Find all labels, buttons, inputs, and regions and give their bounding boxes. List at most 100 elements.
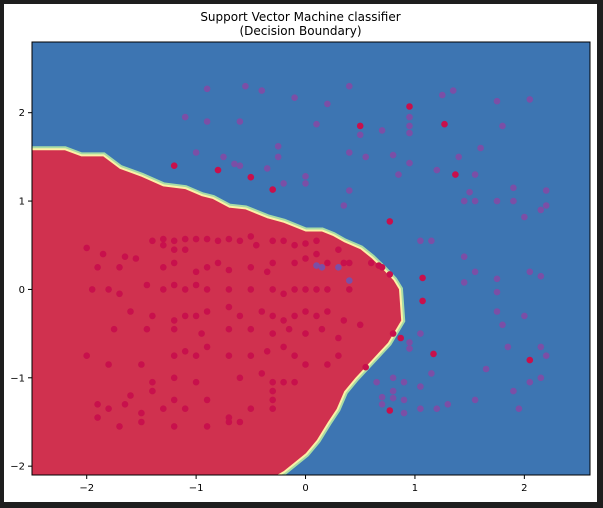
data-point-class-1 xyxy=(181,286,189,293)
data-point-class-1 xyxy=(181,348,189,355)
data-point-class-1 xyxy=(203,423,211,430)
data-point-class-1 xyxy=(247,325,255,333)
data-point-class-1 xyxy=(291,352,298,360)
data-point-class-1 xyxy=(116,264,123,271)
data-point-class-0 xyxy=(493,288,501,296)
data-point-class-0 xyxy=(389,394,397,402)
data-point-class-0 xyxy=(400,409,408,417)
data-point-class-0 xyxy=(313,120,320,128)
data-point-class-0 xyxy=(346,149,353,156)
data-point-class-0 xyxy=(428,237,435,245)
data-point-class-1 xyxy=(324,308,331,315)
chart-title-line-1: Support Vector Machine classifier xyxy=(200,10,401,24)
data-point-class-1 xyxy=(247,173,255,181)
data-point-class-1 xyxy=(121,401,129,408)
data-point-class-1 xyxy=(302,286,309,293)
y-tick-label: −1 xyxy=(10,373,25,384)
data-point-class-1 xyxy=(149,237,156,245)
data-point-class-1 xyxy=(367,259,375,267)
data-point-class-1 xyxy=(192,352,200,360)
data-point-class-1 xyxy=(335,352,342,360)
data-point-class-0 xyxy=(433,405,441,413)
data-point-class-1 xyxy=(160,405,167,413)
data-point-class-1 xyxy=(318,325,326,333)
data-point-class-0 xyxy=(542,202,550,209)
data-point-class-0 xyxy=(335,264,342,271)
data-point-class-1 xyxy=(324,286,331,293)
data-point-class-0 xyxy=(242,82,249,90)
data-point-class-0 xyxy=(395,171,402,178)
data-point-class-0 xyxy=(477,144,484,152)
data-point-class-1 xyxy=(253,241,260,249)
data-point-class-1 xyxy=(291,286,298,293)
data-point-class-1 xyxy=(269,378,277,386)
data-point-class-1 xyxy=(280,378,287,386)
data-point-class-1 xyxy=(247,233,255,240)
data-point-class-1 xyxy=(258,308,266,315)
data-point-class-0 xyxy=(346,187,353,194)
data-point-class-0 xyxy=(417,405,424,413)
data-point-class-1 xyxy=(149,312,156,320)
data-point-class-1 xyxy=(203,286,211,293)
data-point-class-1 xyxy=(302,330,309,337)
data-point-class-1 xyxy=(313,286,320,293)
data-point-class-1 xyxy=(94,414,101,421)
data-point-class-0 xyxy=(274,143,282,150)
data-point-class-1 xyxy=(236,418,244,426)
data-point-class-0 xyxy=(471,268,479,276)
data-point-class-0 xyxy=(510,387,517,395)
data-point-class-1 xyxy=(192,281,200,289)
data-point-class-1 xyxy=(99,250,107,258)
data-point-class-1 xyxy=(138,418,145,426)
data-point-class-0 xyxy=(537,206,545,214)
data-point-class-1 xyxy=(170,317,178,324)
data-point-class-1 xyxy=(88,286,96,293)
data-point-class-1 xyxy=(116,423,123,430)
data-point-class-0 xyxy=(542,352,550,360)
data-point-class-0 xyxy=(389,374,397,382)
data-point-class-0 xyxy=(356,131,364,139)
data-point-class-1 xyxy=(110,325,118,333)
data-point-class-1 xyxy=(269,405,277,413)
data-point-class-1 xyxy=(143,325,151,333)
data-point-class-1 xyxy=(258,370,266,377)
data-point-class-1 xyxy=(324,259,331,267)
data-point-class-1 xyxy=(170,325,178,333)
data-point-class-1 xyxy=(225,325,233,333)
data-point-class-0 xyxy=(389,151,397,159)
data-point-class-0 xyxy=(504,343,512,351)
data-point-class-0 xyxy=(203,85,211,93)
data-point-class-1 xyxy=(203,308,211,315)
data-point-class-0 xyxy=(378,393,386,401)
data-point-class-1 xyxy=(291,241,298,249)
plot-area xyxy=(32,42,590,475)
data-point-class-1 xyxy=(127,308,134,315)
data-point-class-1 xyxy=(397,334,405,342)
data-point-class-0 xyxy=(510,197,517,205)
data-point-class-1 xyxy=(269,387,277,395)
chart-title: Support Vector Machine classifier (Decis… xyxy=(4,10,597,38)
data-point-class-0 xyxy=(378,401,386,408)
data-point-class-1 xyxy=(83,244,90,252)
data-point-class-0 xyxy=(542,187,550,194)
data-point-class-0 xyxy=(417,383,424,390)
data-point-class-1 xyxy=(149,378,156,386)
data-point-class-1 xyxy=(170,423,178,430)
data-point-class-0 xyxy=(471,396,479,404)
data-point-class-0 xyxy=(471,197,479,205)
data-point-class-0 xyxy=(231,160,238,168)
data-point-class-1 xyxy=(269,237,277,245)
data-point-class-1 xyxy=(203,343,211,351)
data-point-class-1 xyxy=(105,405,112,413)
data-point-class-0 xyxy=(521,213,528,221)
data-point-class-1 xyxy=(335,246,342,253)
data-point-class-1 xyxy=(346,259,353,267)
data-point-class-1 xyxy=(121,253,129,260)
data-point-class-0 xyxy=(318,264,326,271)
x-tick-label: 0 xyxy=(302,483,308,494)
data-point-class-0 xyxy=(236,162,244,169)
data-point-class-0 xyxy=(181,113,189,121)
y-tick-label: 0 xyxy=(19,285,25,296)
data-point-class-1 xyxy=(138,361,145,368)
data-point-class-1 xyxy=(269,312,277,320)
